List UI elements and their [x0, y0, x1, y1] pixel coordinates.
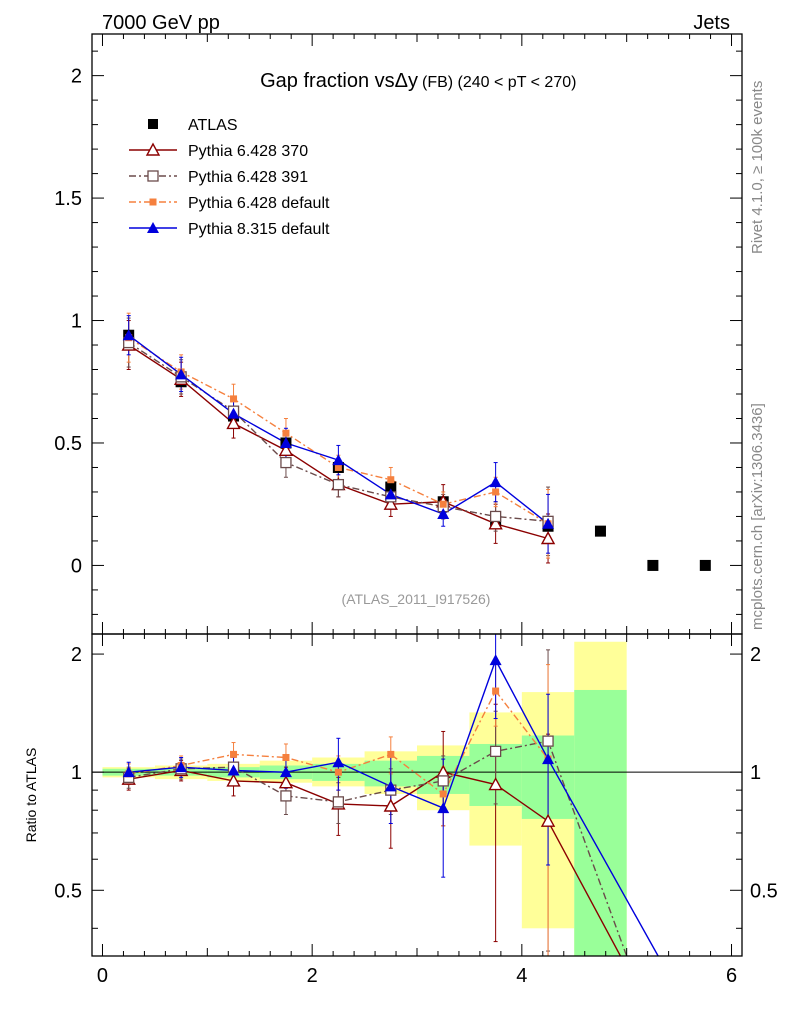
chart-title: Gap fraction vsΔy [260, 70, 418, 92]
chart-subtitle: (FB) (240 < pT < 270) [422, 74, 576, 91]
ratio-point-1-7 [488, 777, 503, 791]
main-point-4-0 [122, 329, 135, 341]
main-y-tick-label: 1.5 [54, 188, 82, 210]
legend-marker-3 [149, 198, 157, 206]
ratio-point-2-4 [332, 796, 345, 808]
ratio-y-tick-label-right: 1 [750, 762, 761, 784]
ratio-point-3-2 [230, 750, 238, 758]
main-point-3-5 [387, 476, 395, 484]
ratio-point-3-7 [492, 687, 500, 695]
ratio-point-1-8 [540, 813, 556, 827]
ratio-y-tick-label: 1 [71, 762, 82, 784]
ratio-point-4-1 [175, 761, 188, 773]
mcplots-reference-label: mcplots.cern.ch [arXiv:1306.3436] [749, 403, 766, 630]
main-point-3-7 [492, 488, 500, 496]
main-point-4-3 [279, 436, 292, 448]
main-point-1-8 [540, 531, 556, 545]
ratio-point-4-2 [227, 764, 240, 776]
analysis-label: (ATLAS_2011_I917526) [342, 591, 491, 607]
legend-marker-1 [145, 142, 161, 156]
ratio-point-2-8 [542, 735, 554, 747]
ratio-y-tick-label: 0.5 [54, 880, 82, 902]
rivet-version-label: Rivet 4.1.0, ≥ 100k events [749, 81, 766, 254]
ratio-point-1-5 [383, 798, 398, 812]
main-point-1-5 [383, 496, 398, 510]
ratio-point-3-6 [439, 790, 447, 798]
main-point-4-1 [175, 368, 188, 380]
legend-marker-2 [147, 170, 159, 182]
ratio-y-tick-label-right: 2 [750, 644, 761, 666]
ratio-point-3-4 [334, 768, 342, 776]
ratio-point-2-7 [489, 745, 502, 758]
ratio-y-tick-label: 2 [71, 644, 82, 666]
main-point-4-4 [332, 454, 345, 466]
main-y-tick-label: 2 [71, 66, 82, 88]
main-point-1-3 [278, 442, 294, 457]
main-point-1-2 [226, 415, 241, 430]
ratio-y-tick-label-right: 0.5 [750, 880, 778, 902]
main-point-2-4 [332, 478, 345, 491]
legend-label-4: Pythia 8.315 default [188, 221, 330, 238]
header-left: 7000 GeV pp [102, 12, 220, 34]
legend-label-1: Pythia 6.428 370 [188, 143, 308, 160]
main-y-tick-label: 0.5 [54, 433, 82, 455]
ratio-point-4-0 [122, 766, 135, 778]
main-point-4-8 [542, 517, 555, 529]
legend-label-0: ATLAS [188, 117, 238, 134]
main-point-3-6 [439, 500, 447, 508]
ratio-y-axis-label: Ratio to ATLAS [23, 748, 39, 843]
main-point-3-2 [230, 395, 238, 403]
main-point-4-7 [489, 476, 502, 488]
main-point-2-7 [489, 510, 502, 523]
x-tick-label: 4 [516, 965, 527, 987]
ratio-point-1-3 [278, 775, 294, 789]
x-tick-label: 0 [97, 965, 108, 987]
main-point-0-11 [699, 559, 711, 571]
main-point-3-3 [282, 429, 290, 437]
legend-label-3: Pythia 6.428 default [188, 195, 330, 212]
ratio-band-green-9 [574, 689, 627, 956]
main-point-1-7 [488, 516, 503, 530]
main-point-4-5 [384, 488, 397, 500]
ratio-point-4-7 [489, 654, 502, 666]
main-y-tick-label: 1 [71, 311, 82, 333]
ratio-series-line-4 [128, 658, 659, 956]
ratio-point-3-3 [282, 753, 290, 761]
main-point-2-3 [280, 456, 292, 469]
ratio-series-line-1 [128, 769, 622, 956]
ratio-point-4-4 [332, 756, 345, 768]
ratio-point-4-6 [437, 802, 450, 814]
legend-label-2: Pythia 6.428 391 [188, 169, 308, 186]
legend-marker-0 [148, 119, 158, 129]
legend: ATLAS Pythia 6.428 370 Pythia 6.428 391 Pyt… [129, 117, 330, 238]
main-point-4-2 [227, 407, 240, 419]
main-point-3-4 [334, 463, 342, 471]
main-series-line-1 [128, 344, 549, 540]
ratio-series-line-2 [128, 740, 628, 956]
ratio-point-4-3 [279, 766, 292, 778]
main-y-tick-label: 0 [71, 555, 82, 577]
main-point-0-10 [647, 559, 659, 571]
header-right: Jets [693, 12, 730, 34]
main-point-4-6 [437, 508, 450, 519]
ratio-point-4-5 [384, 780, 397, 792]
ratio-point-2-3 [280, 790, 292, 802]
main-point-0-9 [594, 525, 606, 537]
x-tick-label: 6 [726, 965, 737, 987]
main-point-0-5 [385, 481, 397, 493]
ratio-point-4-8 [542, 753, 555, 765]
ratio-point-3-5 [387, 750, 395, 758]
legend-marker-4 [147, 222, 159, 233]
ratio-point-1-2 [226, 773, 241, 787]
x-tick-label: 2 [307, 965, 318, 987]
ratio-point-2-6 [437, 775, 449, 787]
